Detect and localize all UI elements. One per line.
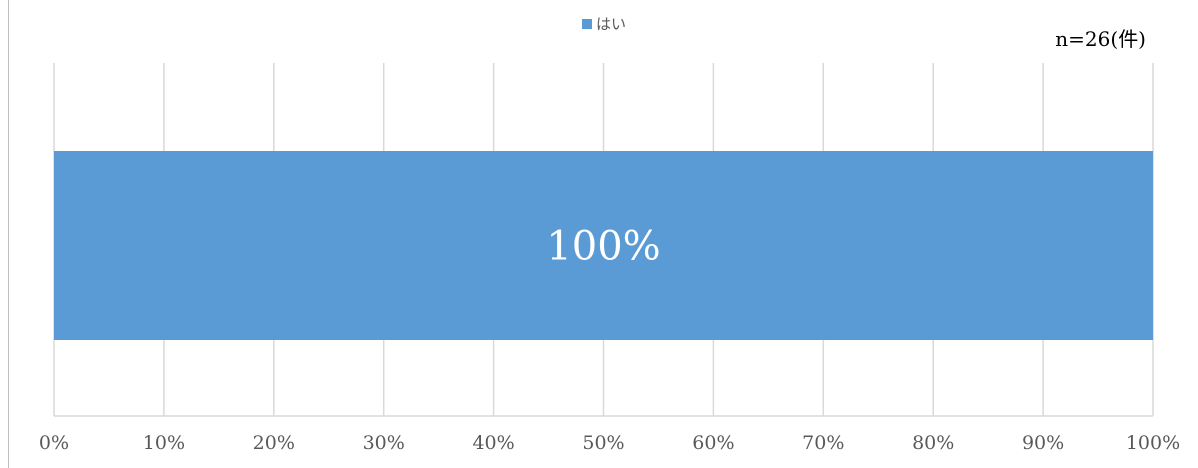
x-tick-label-0: 0% [39, 432, 69, 454]
x-tick-label-80: 80% [912, 432, 954, 454]
x-tick-label-70: 70% [802, 432, 844, 454]
x-tick-label-20: 20% [253, 432, 295, 454]
data-label-0: 100% [546, 224, 660, 270]
x-tick-label-100: 100% [1126, 432, 1180, 454]
bars [54, 151, 1153, 340]
x-tick-label-50: 50% [582, 432, 624, 454]
x-axis-ticks: 0% 10% 20% 30% 40% 50% 60% 70% 80% 90% 100% [39, 432, 1180, 454]
legend-label-yes: はい [596, 15, 627, 33]
data-labels: 100% [546, 224, 660, 270]
x-tick-label-90: 90% [1022, 432, 1064, 454]
x-tick-label-10: 10% [143, 432, 185, 454]
bar-segment-0 [54, 151, 1153, 340]
legend: はい [582, 13, 626, 34]
sample-size-note: n=26(件) [1055, 27, 1146, 51]
x-tick-label-40: 40% [472, 432, 514, 454]
left-border-line [8, 0, 9, 468]
x-tick-label-60: 60% [692, 432, 734, 454]
x-tick-label-30: 30% [363, 432, 405, 454]
legend-swatch [582, 18, 592, 29]
